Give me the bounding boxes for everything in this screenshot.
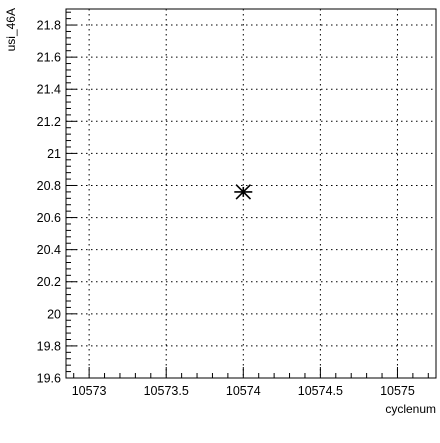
- data-point: [234, 184, 253, 200]
- y-tick-label: 20.2: [37, 275, 61, 289]
- y-tick-label: 21.4: [37, 83, 61, 97]
- marks-layer: [234, 184, 253, 200]
- y-tick-label: 20: [47, 307, 61, 321]
- y-tick-label: 19.8: [37, 339, 61, 353]
- x-axis-title: cyclenum: [385, 402, 436, 416]
- x-tick-label: 10573: [72, 384, 107, 398]
- grid-layer: [66, 9, 436, 378]
- y-tick-label: 21.2: [37, 115, 61, 129]
- y-tick-label: 20.6: [37, 211, 61, 225]
- y-tick-label: 19.6: [37, 372, 61, 386]
- plot-frame: [65, 8, 437, 379]
- y-axis-title: usi_46A: [4, 8, 18, 51]
- y-tick-label: 20.4: [37, 243, 61, 257]
- ticks-layer: [66, 11, 429, 379]
- x-tick-label: 10574: [226, 384, 261, 398]
- y-tick-label: 21.6: [37, 51, 61, 65]
- x-tick-label: 10575: [380, 384, 415, 398]
- y-tick-label: 20.8: [37, 179, 61, 193]
- y-tick-label: 21: [47, 147, 61, 161]
- labels-layer: 10573 10573.5 10574 10574.5 10575 19.6 19.8 20 2…: [37, 19, 415, 398]
- y-tick-label: 21.8: [37, 19, 61, 33]
- x-tick-label: 10573.5: [144, 384, 189, 398]
- x-tick-label: 10574.5: [298, 384, 343, 398]
